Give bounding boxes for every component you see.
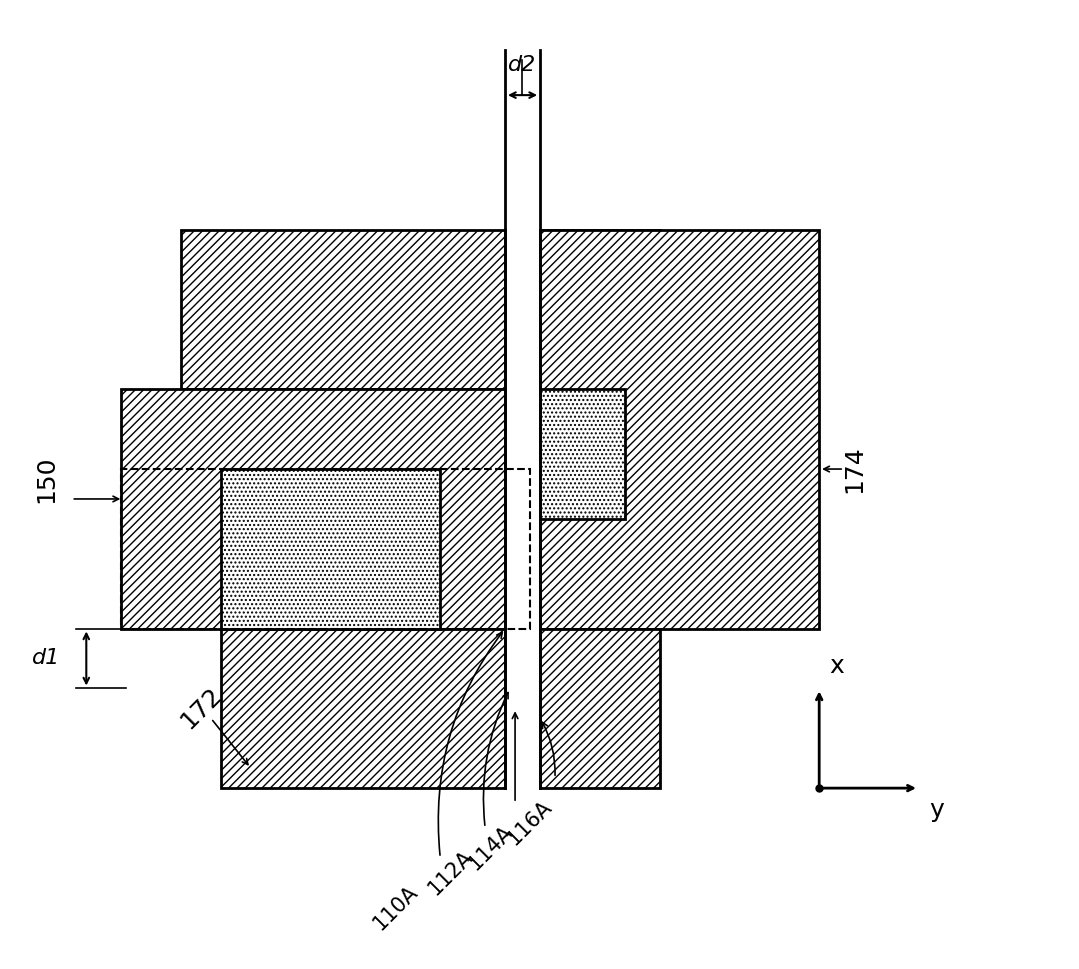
Bar (181, 230, 505, 390)
Text: 174: 174 (842, 445, 866, 493)
Text: 116A: 116A (504, 797, 557, 849)
Text: y: y (929, 798, 944, 822)
Text: 150: 150 (35, 455, 58, 503)
Bar (121, 390, 505, 629)
Text: 114A: 114A (464, 822, 517, 874)
Bar (221, 469, 440, 629)
Text: d2: d2 (508, 55, 536, 76)
Text: 112A: 112A (424, 847, 477, 899)
Text: d1: d1 (32, 648, 60, 669)
Bar (540, 629, 659, 788)
Text: 172: 172 (176, 683, 227, 734)
Text: 110A: 110A (369, 882, 422, 934)
Bar (540, 230, 659, 390)
Bar (540, 390, 625, 519)
Bar (540, 230, 819, 629)
Bar (121, 469, 530, 629)
Bar (221, 629, 505, 788)
Text: x: x (829, 654, 844, 678)
